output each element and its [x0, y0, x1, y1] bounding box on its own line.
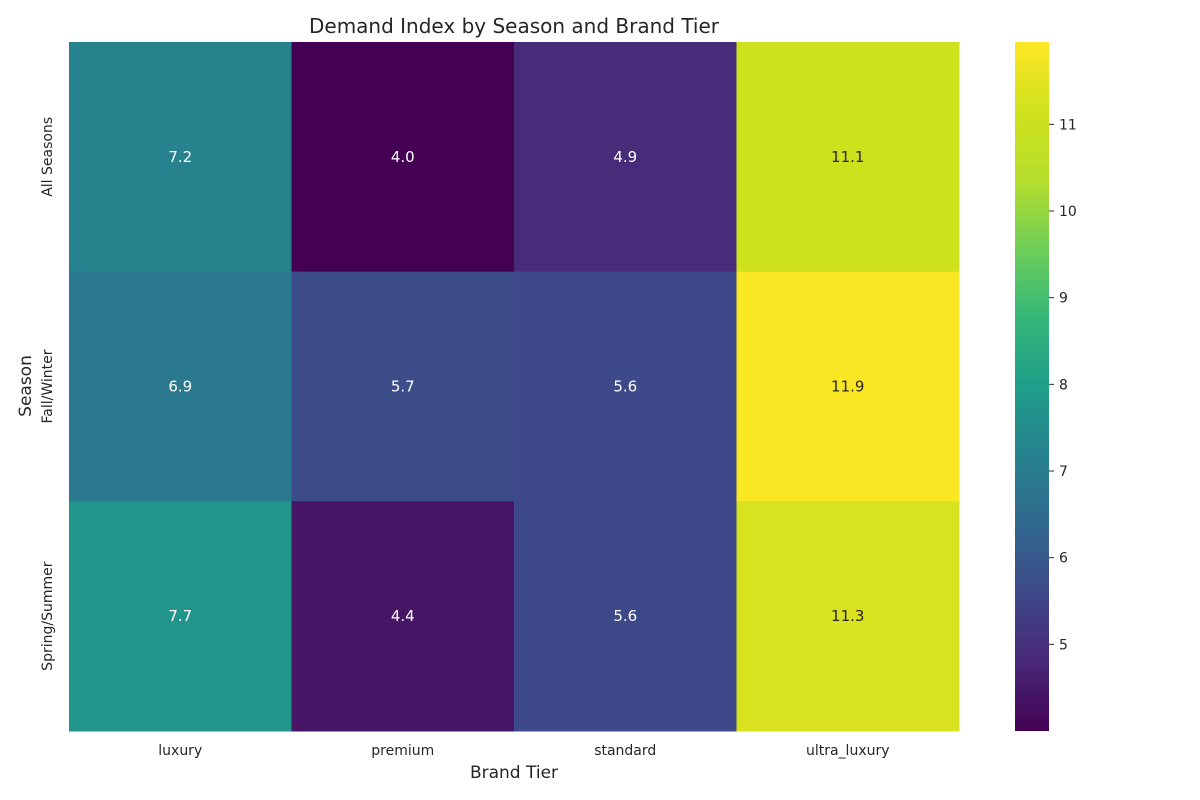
y-axis-label: Season [16, 355, 36, 417]
colorbar-ticks: 5 6 7 8 9 10 11 [1049, 117, 1077, 653]
colorbar-tick-label: 7 [1059, 464, 1068, 480]
heatmap-cell [514, 271, 737, 502]
heatmap-cell [514, 42, 737, 273]
x-axis-ticks: luxury premium standard ultra_luxury [158, 743, 889, 759]
heatmap-cell [736, 42, 960, 273]
x-tick-label: ultra_luxury [806, 743, 890, 759]
heatmap-cell [514, 501, 737, 732]
cell-value-label: 7.7 [168, 607, 192, 625]
heatmap-cell [291, 42, 515, 273]
heatmap-cell [69, 501, 292, 732]
cell-value-label: 4.9 [613, 148, 637, 166]
cell-value-label: 11.1 [831, 148, 864, 166]
cell-value-label: 6.9 [168, 378, 192, 396]
heatmap-cell [291, 501, 515, 732]
cell-value-label: 4.0 [391, 148, 415, 166]
heatmap-cell [736, 271, 960, 502]
y-axis-ticks: All Seasons Fall/Winter Spring/Summer [40, 117, 56, 671]
x-axis-label: Brand Tier [470, 763, 558, 783]
x-tick-label: standard [594, 743, 656, 759]
colorbar-tick-label: 9 [1059, 291, 1068, 307]
cell-value-label: 11.3 [831, 607, 864, 625]
colorbar-tick-label: 10 [1059, 204, 1077, 220]
heatmap-cell [69, 271, 292, 502]
x-tick-label: luxury [158, 743, 202, 759]
cell-value-label: 11.9 [831, 378, 864, 396]
y-tick-label: All Seasons [40, 117, 56, 197]
cell-value-label: 7.2 [168, 148, 192, 166]
heatmap-cells: 7.2 4.0 4.9 11.1 6.9 5.7 5.6 11.9 7.7 4.4 5.6 11.3 [69, 42, 960, 732]
cell-value-label: 5.6 [613, 378, 637, 396]
colorbar-tick-label: 11 [1059, 117, 1077, 133]
heatmap-cell [736, 501, 960, 732]
colorbar-tick-label: 5 [1059, 637, 1068, 653]
colorbar [1015, 42, 1049, 731]
cell-value-label: 5.7 [391, 378, 415, 396]
heatmap-cell [291, 271, 515, 502]
heatmap-cell [69, 42, 292, 273]
chart-title: Demand Index by Season and Brand Tier [309, 14, 720, 38]
cell-value-label: 4.4 [391, 607, 415, 625]
cell-value-label: 5.6 [613, 607, 637, 625]
colorbar-tick-label: 8 [1059, 377, 1068, 393]
colorbar-tick-label: 6 [1059, 551, 1068, 567]
y-tick-label: Fall/Winter [40, 349, 56, 423]
x-tick-label: premium [371, 743, 434, 759]
y-tick-label: Spring/Summer [40, 561, 56, 671]
